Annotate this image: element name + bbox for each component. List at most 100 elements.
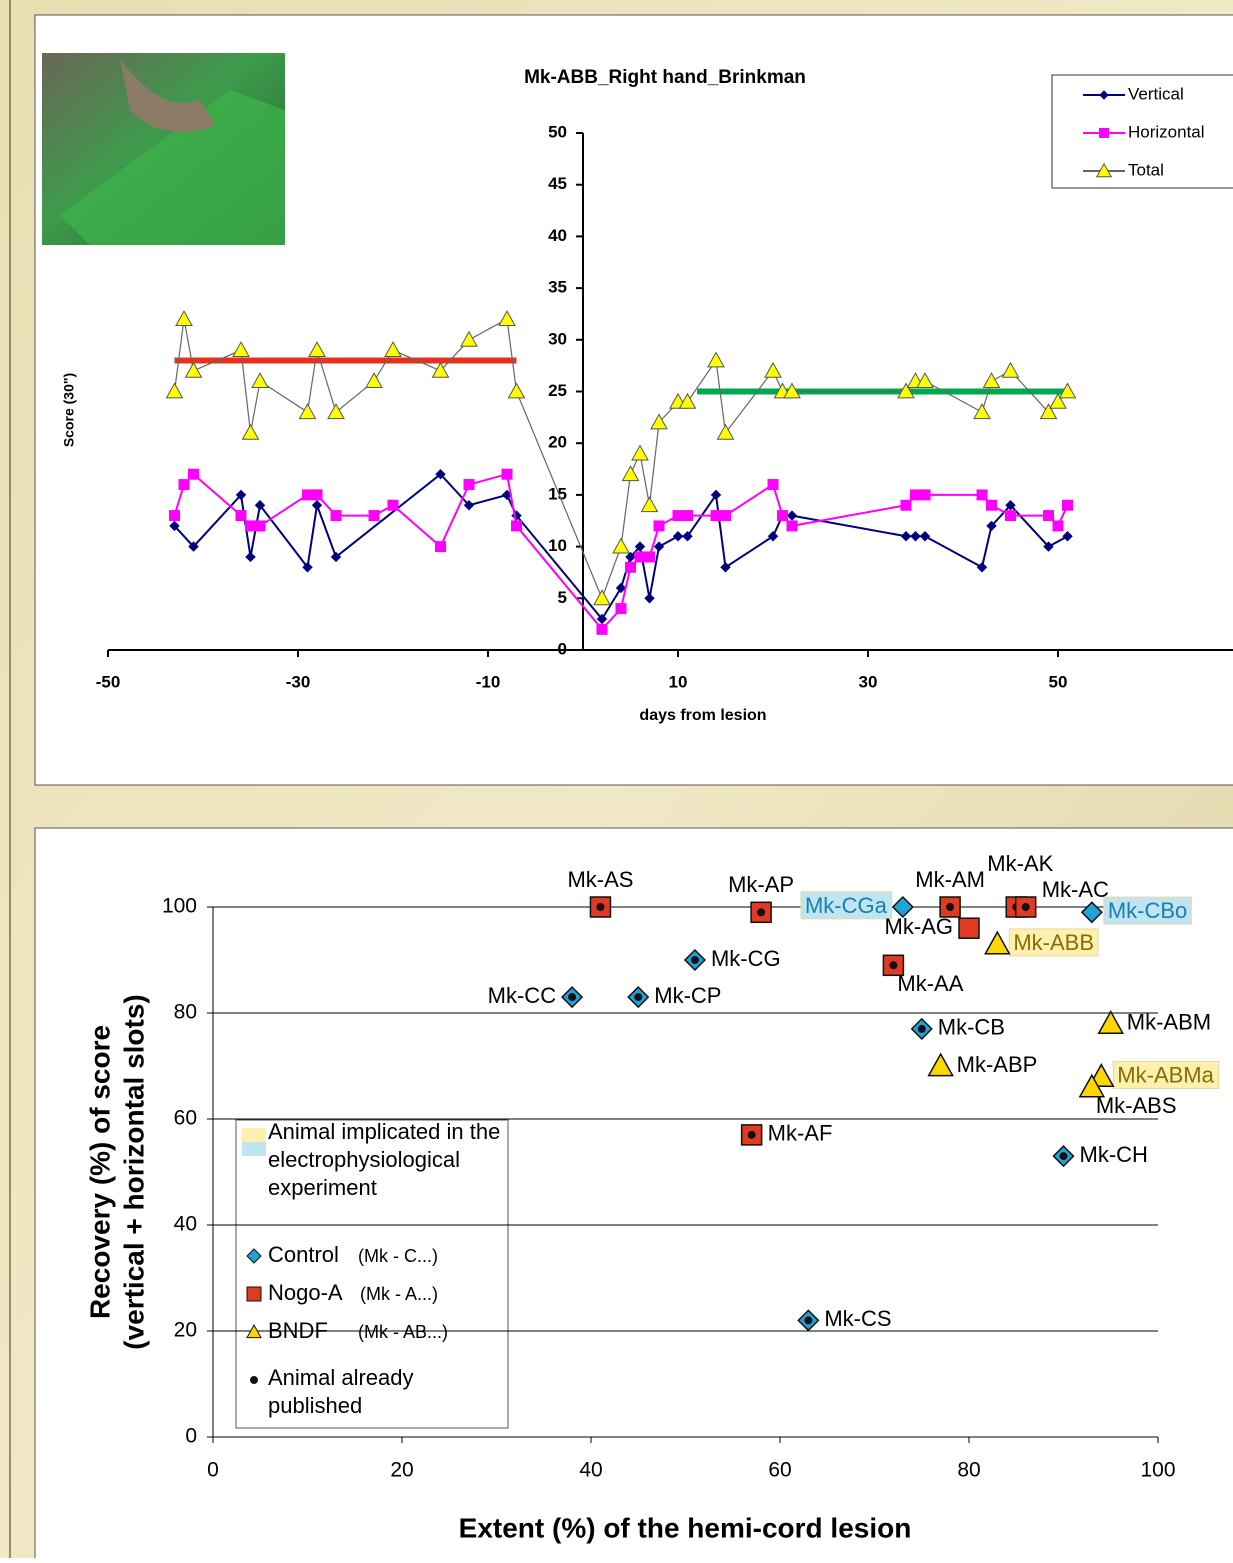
published-dot [634,993,642,1001]
published-dot [889,961,897,969]
x-tick-label: -10 [476,672,501,691]
point-label: Mk-AA [897,971,963,996]
chart-title: Mk-ABB_Right hand_Brinkman [524,67,806,88]
legend-label: Total [1128,160,1164,179]
y-tick-label: 0 [185,1425,197,1448]
marker [959,918,979,938]
marker [977,490,987,500]
published-dot [918,1025,926,1033]
marker [1063,500,1073,510]
x-tick-label: -50 [96,672,121,691]
published-dot [1060,1152,1068,1160]
y-axis-title: Recovery (%) of score [84,1025,115,1319]
marker [179,480,189,490]
legend-label: Horizontal [1128,122,1205,141]
y-tick-label: 45 [548,174,567,193]
marker [369,511,379,521]
point-label: Mk-AG [885,914,953,939]
legend-note: (Mk - AB...) [358,1322,448,1342]
point-label: Mk-CGa [805,893,888,918]
marker [303,490,313,500]
marker [711,511,721,521]
point-label: Mk-CS [824,1306,891,1331]
legend-note: (Mk - A...) [360,1284,438,1304]
y-tick-label: 80 [174,1001,197,1024]
marker [768,480,778,490]
monkey-photo [42,53,285,245]
legend-text: Animal already published [268,1364,468,1426]
marker [236,511,246,521]
point-label: Mk-AK [987,851,1053,876]
marker [189,469,199,479]
legend-label: BNDF [268,1318,328,1343]
marker [597,624,607,634]
marker [502,469,512,479]
point-label: Mk-CBo [1108,898,1187,923]
y-tick-label: 20 [548,433,567,452]
marker [246,521,256,531]
y-tick-label: 60 [174,1107,197,1130]
point-label: Mk-ABM [1127,1009,1211,1034]
marker [635,552,645,562]
page-canvas: Mk-ABB_Right hand_Brinkman days from les… [0,0,1233,1558]
marker [901,500,911,510]
y-tick-label: 10 [548,536,567,555]
marker [1100,129,1109,138]
legend-note: (Mk - C...) [358,1246,438,1266]
marker [1044,511,1054,521]
point-label: Mk-AF [768,1121,833,1146]
point-label: Mk-CH [1080,1142,1148,1167]
published-dot [568,993,576,1001]
y-tick-label: 40 [174,1213,197,1236]
published-dot [748,1131,756,1139]
published-dot [804,1316,812,1324]
point-label: Mk-CB [938,1015,1005,1040]
x-axis-title: Extent (%) of the hemi-cord lesion [459,1512,912,1543]
legend-label: Animal already published [268,1364,468,1420]
published-dot [757,908,765,916]
marker [920,490,930,500]
x-axis-title: days from lesion [639,707,766,724]
y-axis-title: Score (30") [61,373,77,447]
marker [645,552,655,562]
published-dot [1022,903,1030,911]
y-tick-label: 15 [548,484,567,503]
marker [987,500,997,510]
legend-label: Nogo-A [268,1280,343,1305]
x-tick-label: 30 [859,672,878,691]
marker [331,511,341,521]
x-tick-label: 10 [669,672,688,691]
point-label: Mk-CC [488,983,557,1008]
y-tick-label: 5 [558,588,567,607]
y-tick-label: 50 [548,122,567,141]
x-tick-label: 80 [957,1459,980,1482]
point-label: Mk-AS [567,867,633,892]
x-tick-label: 0 [207,1459,219,1482]
x-tick-label: -30 [286,672,311,691]
legend-label: Control [268,1242,339,1267]
point-label: Mk-CP [654,983,721,1008]
legend-text: Animal implicated in the electrophysiolo… [268,1118,504,1238]
point-label: Mk-ABP [957,1052,1038,1077]
x-tick-label: 50 [1049,672,1068,691]
marker [464,480,474,490]
point-label: Mk-AC [1042,877,1109,902]
x-tick-label: 60 [768,1459,791,1482]
marker [1053,521,1063,531]
y-tick-label: 25 [548,381,567,400]
marker [673,511,683,521]
point-label: Mk-ABS [1096,1093,1177,1118]
point-label: Mk-ABB [1013,930,1094,955]
point-label: Mk-ABMa [1117,1062,1214,1087]
published-dot [596,903,604,911]
marker [911,490,921,500]
y-axis-title: (vertical + horizontal slots) [118,994,149,1350]
y-tick-label: 30 [548,329,567,348]
x-tick-label: 100 [1140,1459,1175,1482]
point-label: Mk-AM [915,867,985,892]
marker [654,521,664,531]
point-label: Mk-AP [728,872,794,897]
y-tick-label: 100 [162,895,197,918]
legend-label: Animal implicated in the electrophysiolo… [268,1118,504,1202]
marker [388,500,398,510]
